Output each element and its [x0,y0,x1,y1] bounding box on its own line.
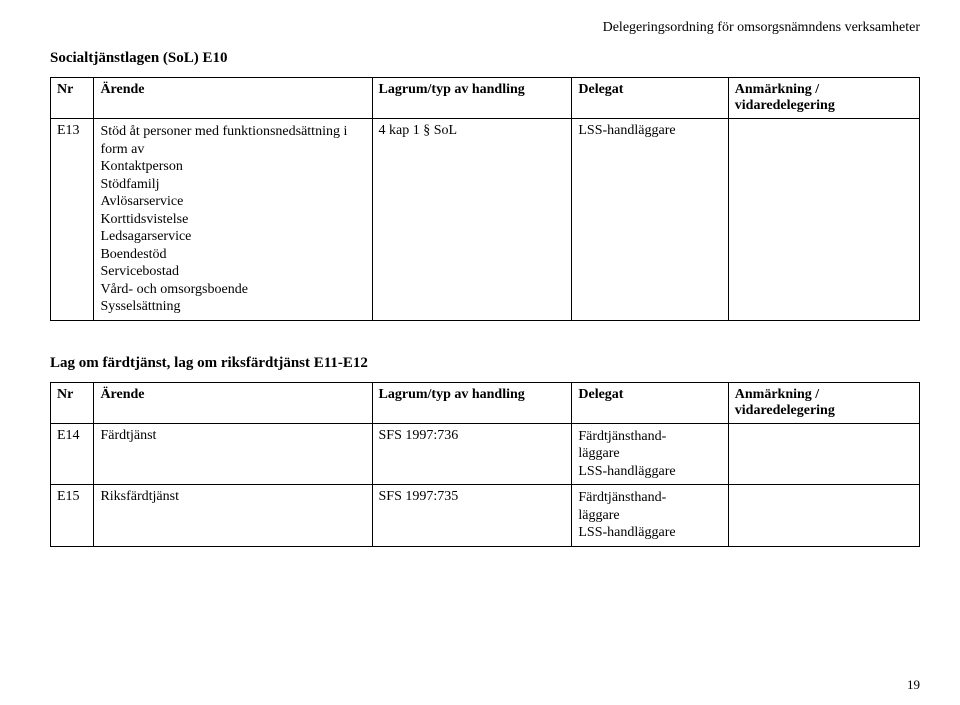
arende-line: Boendestöd [100,246,365,264]
table-header-row: Nr Ärende Lagrum/typ av handling Delegat… [51,78,920,119]
cell-lagrum: 4 kap 1 § SoL [372,119,572,321]
arende-line: Vård- och omsorgsboende [100,281,365,299]
col-delegat: Delegat [572,382,728,423]
table-row: E13 Stöd åt personer med funktionsnedsät… [51,119,920,321]
arende-line: form av [100,141,365,159]
table-row: E14 Färdtjänst SFS 1997:736 Färdtjänstha… [51,423,920,485]
arende-line: Sysselsättning [100,298,365,316]
table-row: E15 Riksfärdtjänst SFS 1997:735 Färdtjän… [51,485,920,547]
delegat-line: läggare [578,445,721,463]
delegat-line: läggare [578,507,721,525]
cell-nr: E14 [51,423,94,485]
delegat-line: Färdtjänsthand- [578,489,721,507]
cell-arende: Riksfärdtjänst [94,485,372,547]
col-arende: Ärende [94,382,372,423]
arende-line: Stöd åt personer med funktionsnedsättnin… [100,123,365,141]
cell-anmarkning [728,485,919,547]
arende-line: Stödfamilj [100,176,365,194]
col-nr: Nr [51,382,94,423]
arende-line: Korttidsvistelse [100,211,365,229]
cell-anmarkning [728,423,919,485]
page: Delegeringsordning för omsorgsnämndens v… [0,0,960,705]
page-number: 19 [907,677,920,693]
col-arende: Ärende [94,78,372,119]
section1-table: Nr Ärende Lagrum/typ av handling Delegat… [50,77,920,321]
section2-table: Nr Ärende Lagrum/typ av handling Delegat… [50,382,920,547]
col-lagrum: Lagrum/typ av handling [372,78,572,119]
arende-line: Ledsagarservice [100,228,365,246]
cell-arende: Stöd åt personer med funktionsnedsättnin… [94,119,372,321]
col-anmarkning: Anmärkning / vidaredelegering [728,382,919,423]
section2-title: Lag om färdtjänst, lag om riksfärdtjänst… [50,355,920,372]
cell-delegat: LSS-handläggare [572,119,728,321]
cell-nr: E15 [51,485,94,547]
col-delegat: Delegat [572,78,728,119]
col-anmarkning: Anmärkning / vidaredelegering [728,78,919,119]
cell-lagrum: SFS 1997:736 [372,423,572,485]
cell-anmarkning [728,119,919,321]
table-header-row: Nr Ärende Lagrum/typ av handling Delegat… [51,382,920,423]
col-nr: Nr [51,78,94,119]
cell-arende: Färdtjänst [94,423,372,485]
delegat-line: Färdtjänsthand- [578,428,721,446]
cell-delegat: Färdtjänsthand- läggare LSS-handläggare [572,423,728,485]
cell-lagrum: SFS 1997:735 [372,485,572,547]
arende-line: Kontaktperson [100,158,365,176]
document-header: Delegeringsordning för omsorgsnämndens v… [50,20,920,36]
cell-nr: E13 [51,119,94,321]
section1-title: Socialtjänstlagen (SoL) E10 [50,50,920,67]
arende-line: Avlösarservice [100,193,365,211]
delegat-line: LSS-handläggare [578,524,721,542]
arende-line: Servicebostad [100,263,365,281]
delegat-line: LSS-handläggare [578,463,721,481]
col-lagrum: Lagrum/typ av handling [372,382,572,423]
cell-delegat: Färdtjänsthand- läggare LSS-handläggare [572,485,728,547]
